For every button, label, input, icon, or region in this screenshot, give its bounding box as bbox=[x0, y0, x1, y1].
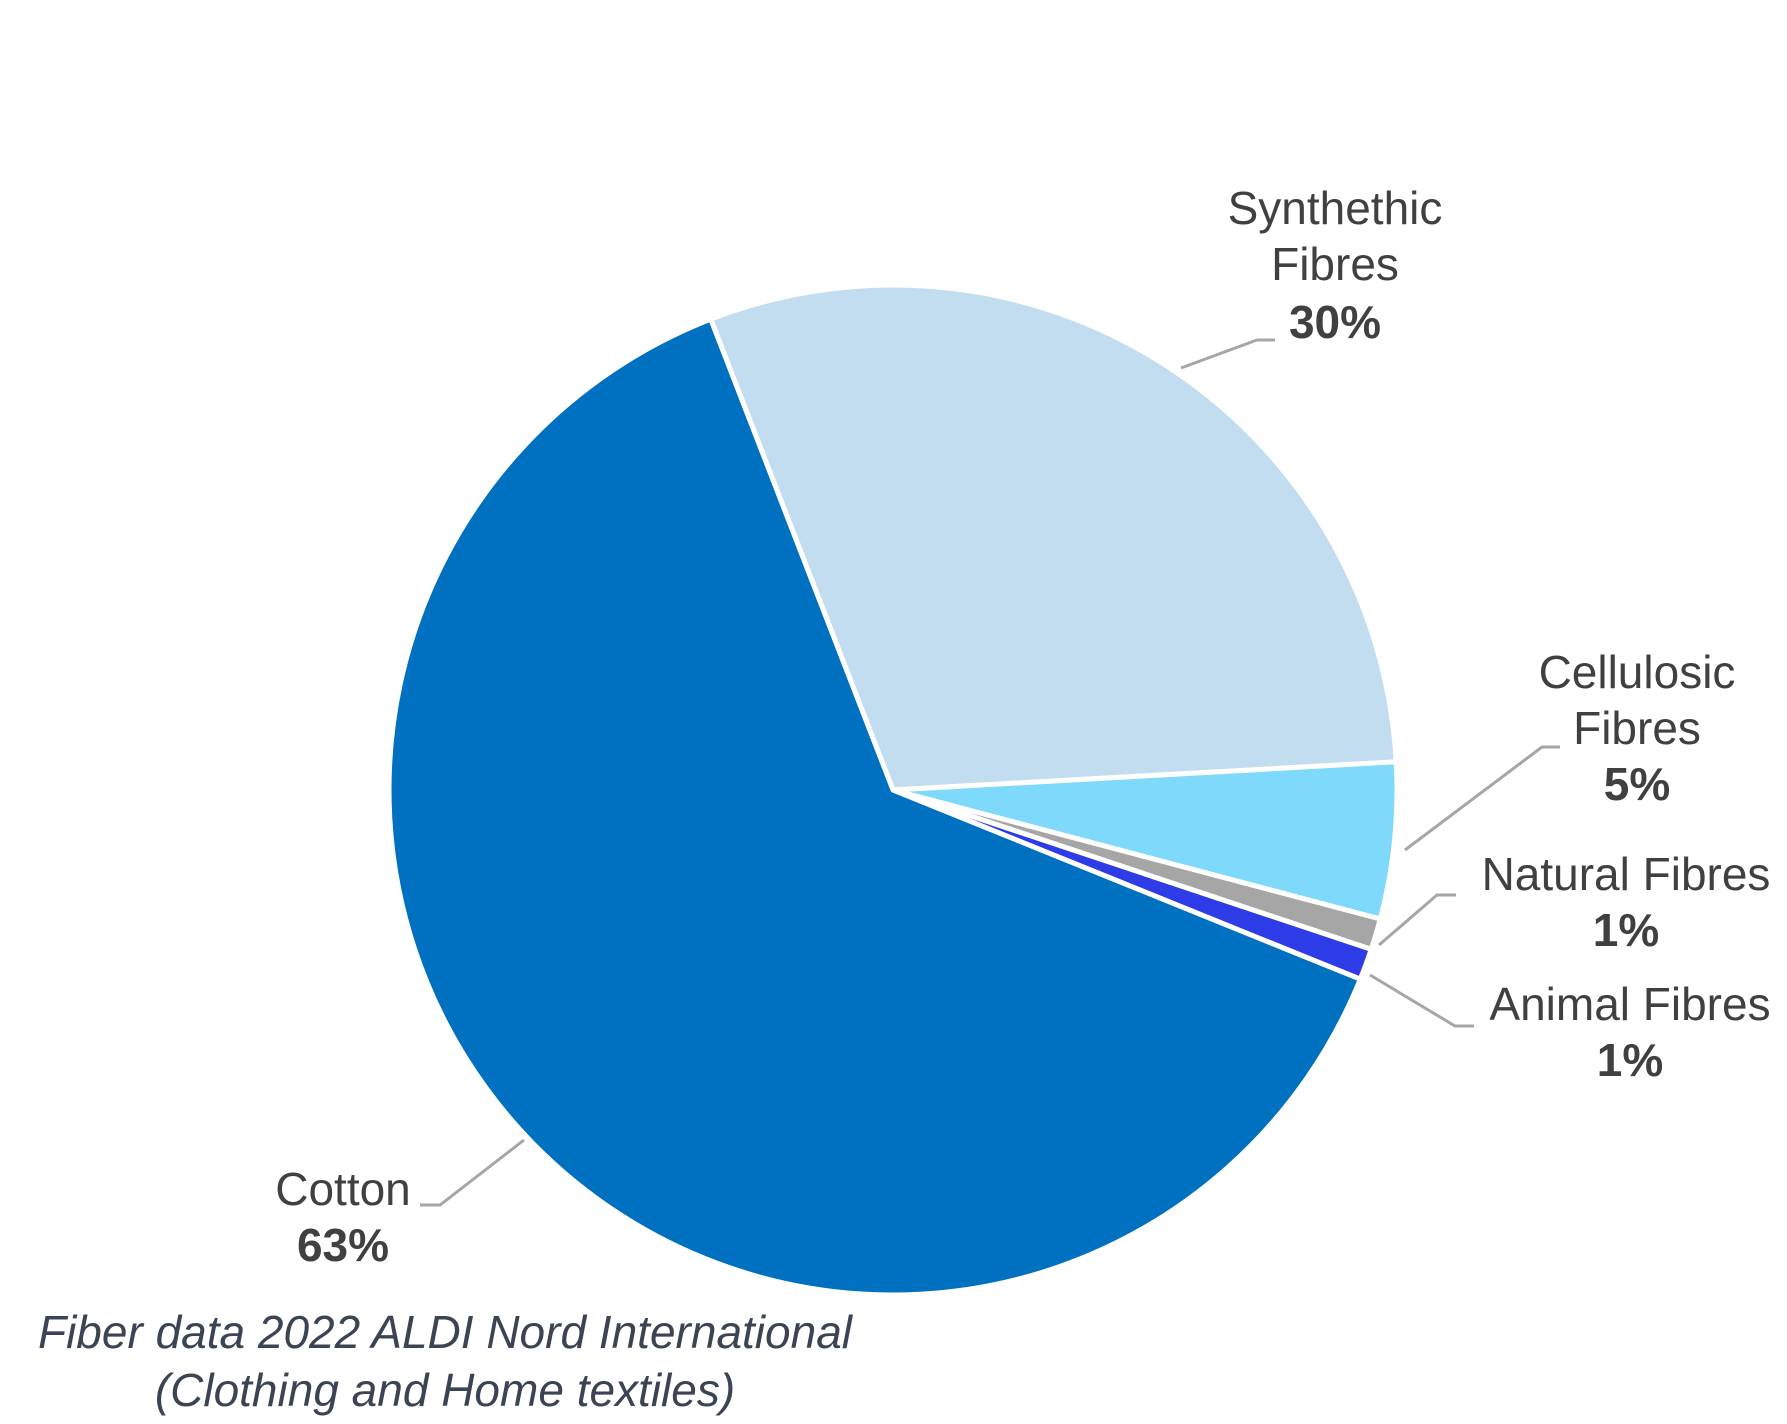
pie-slice-cellulosic bbox=[890, 759, 1400, 922]
leader-line-cotton bbox=[420, 1138, 525, 1207]
leader-lines bbox=[420, 338, 1560, 1207]
data-labels: SynthethicFibres30%CellulosicFibres5%Nat… bbox=[275, 182, 1770, 1271]
slice-label-natural: Natural Fibres bbox=[1482, 848, 1771, 900]
pie-slices bbox=[386, 282, 1400, 1298]
pie-slice-cotton bbox=[386, 316, 1363, 1298]
slice-value-animal: 1% bbox=[1597, 1034, 1663, 1086]
caption-line-1: Fiber data 2022 ALDI Nord International bbox=[37, 1306, 852, 1358]
slice-value-cellulosic: 5% bbox=[1604, 758, 1670, 810]
slice-label-cellulosic-line-1: Cellulosic bbox=[1539, 646, 1736, 698]
slice-value-synthetic: 30% bbox=[1289, 296, 1381, 348]
slice-label-cellulosic-line-2: Fibres bbox=[1573, 702, 1701, 754]
slice-value-cotton: 63% bbox=[297, 1219, 389, 1271]
chart-caption: Fiber data 2022 ALDI Nord International … bbox=[0, 1303, 890, 1419]
leader-line-synthetic bbox=[1180, 338, 1275, 370]
leader-line-cellulosic bbox=[1404, 745, 1560, 852]
slice-label-synthetic-line-2: Fibres bbox=[1271, 238, 1399, 290]
caption-line-2: (Clothing and Home textiles) bbox=[154, 1364, 736, 1416]
pie-slice-synthetic bbox=[708, 282, 1399, 793]
leader-line-natural bbox=[1378, 893, 1456, 947]
leader-line-animal bbox=[1369, 973, 1474, 1028]
slice-label-cotton: Cotton bbox=[275, 1163, 411, 1215]
slice-label-synthetic-line-1: Synthethic bbox=[1228, 182, 1443, 234]
slice-value-natural: 1% bbox=[1593, 904, 1659, 956]
slice-label-animal: Animal Fibres bbox=[1489, 978, 1770, 1030]
